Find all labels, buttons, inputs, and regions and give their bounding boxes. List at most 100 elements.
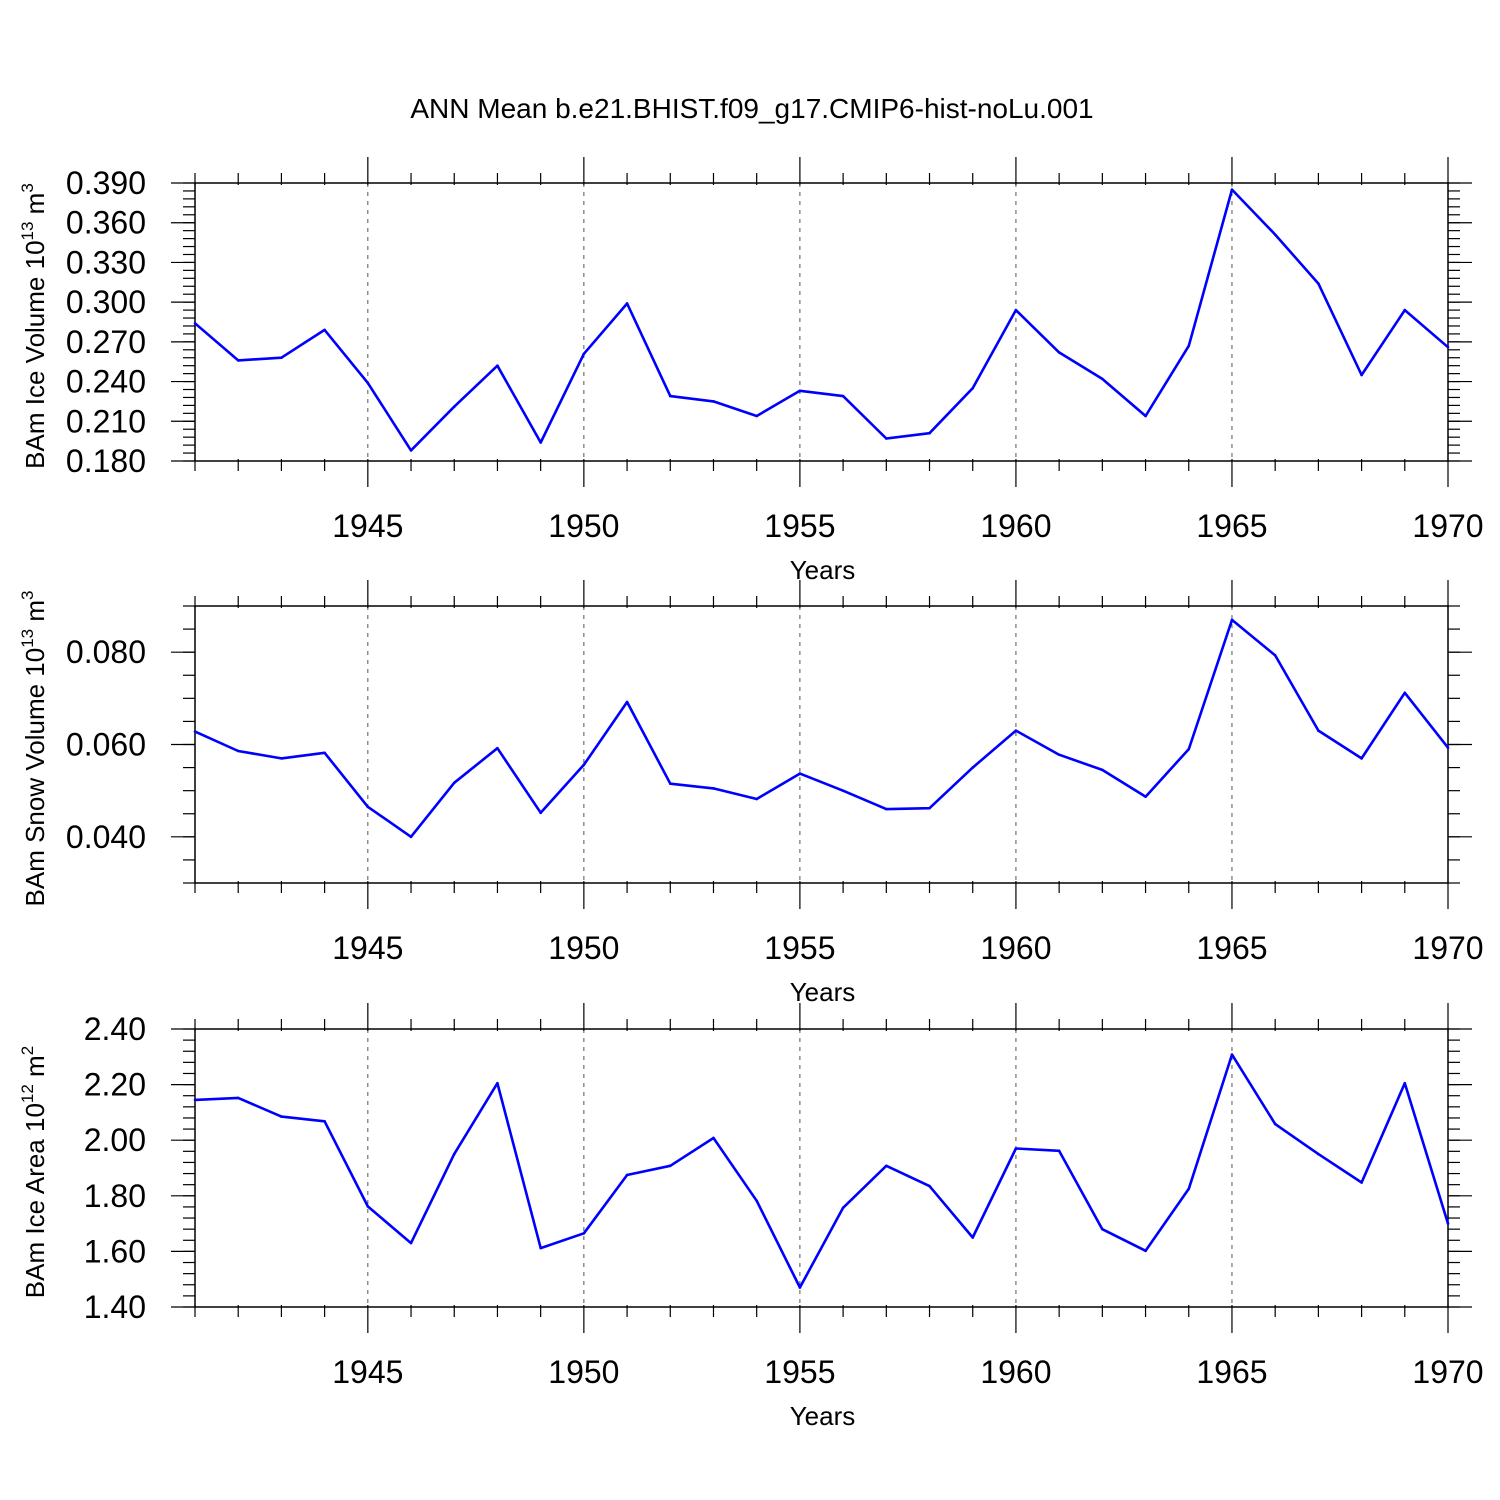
x-tick-label: 1945: [332, 930, 403, 966]
y-axis-title: BAm Snow Volume 1013 m3: [18, 591, 50, 907]
data-point-1945: [366, 381, 370, 385]
data-point-1950: [582, 352, 586, 356]
data-point-1970: [1446, 345, 1450, 349]
data-point-1943: [280, 757, 283, 760]
figure-title: ANN Mean b.e21.BHIST.f09_g17.CMIP6-hist-…: [410, 93, 1093, 124]
x-tick-label: 1960: [980, 930, 1051, 966]
data-point-1964: [1187, 747, 1191, 751]
data-point-1962: [1101, 1227, 1104, 1231]
data-point-1946: [409, 835, 413, 839]
x-tick-label: 1960: [980, 1354, 1051, 1390]
data-point-1942: [236, 1096, 240, 1100]
x-tick-label: 1970: [1412, 508, 1483, 544]
data-point-1954: [755, 1199, 758, 1203]
x-tick-label: 1945: [332, 508, 403, 544]
y-tick-label: 1.60: [84, 1233, 146, 1269]
y-tick-label: 0.180: [66, 443, 146, 479]
data-point-1955: [798, 389, 802, 393]
data-point-1945: [366, 1205, 370, 1208]
x-tick-label: 1950: [548, 508, 619, 544]
x-tick-label: 1955: [764, 508, 835, 544]
data-point-1970: [1446, 1222, 1450, 1225]
data-point-1960: [1014, 308, 1018, 312]
y-tick-label: 0.330: [66, 244, 146, 280]
x-tick-label: 1965: [1196, 1354, 1267, 1390]
data-point-1969: [1403, 1081, 1407, 1085]
data-point-1952: [668, 394, 672, 398]
data-point-1963: [1144, 1249, 1147, 1253]
data-point-1965: [1230, 1053, 1234, 1056]
data-point-1955: [798, 1286, 802, 1289]
x-tick-label: 1955: [764, 930, 835, 966]
y-tick-label: 0.270: [66, 324, 146, 360]
x-tick-label: 1945: [332, 1354, 403, 1390]
data-point-1947: [452, 405, 456, 409]
data-point-1944: [323, 1119, 326, 1123]
x-tick-label: 1955: [764, 1354, 835, 1390]
data-point-1967: [1317, 282, 1320, 285]
data-point-1966: [1273, 1122, 1277, 1126]
panel-3: 1.40 1.60 1.80 2.00 2.20 2.40 1945 1950 1955 1960…: [18, 1003, 1484, 1431]
data-point-1950: [582, 763, 586, 767]
data-point-1954: [755, 797, 758, 801]
x-tick-label: 1965: [1196, 930, 1267, 966]
data-point-1956: [841, 789, 845, 792]
data-point-1957: [885, 437, 888, 440]
data-point-1950: [582, 1232, 586, 1235]
data-point-1953: [712, 400, 715, 403]
data-point-1956: [841, 1206, 845, 1210]
data-point-1970: [1446, 746, 1450, 750]
data-point-1942: [236, 359, 240, 362]
data-point-1947: [452, 1152, 456, 1156]
data-point-1946: [409, 1241, 413, 1245]
data-point-1965: [1230, 618, 1234, 622]
data-point-1962: [1101, 768, 1104, 772]
data-point-1967: [1317, 1152, 1320, 1156]
y-tick-label: 1.80: [84, 1178, 146, 1214]
data-point-1949: [539, 1246, 542, 1250]
y-tick-label: 0.390: [66, 165, 146, 201]
data-point-1953: [712, 1136, 715, 1140]
data-point-1954: [755, 414, 758, 418]
y-tick-label: 0.080: [66, 634, 146, 670]
data-point-1957: [885, 1164, 888, 1168]
data-point-1943: [280, 1115, 283, 1118]
data-point-1952: [668, 1164, 672, 1168]
data-point-1968: [1360, 1181, 1363, 1184]
x-tick-label: 1950: [548, 930, 619, 966]
y-tick-label: 0.210: [66, 403, 146, 439]
y-tick-label: 2.00: [84, 1122, 146, 1158]
y-tick-label: 0.300: [66, 284, 146, 320]
data-point-1959: [971, 766, 975, 769]
data-point-1963: [1144, 414, 1147, 418]
data-point-1949: [539, 811, 542, 815]
y-axis-title: BAm Ice Volume 1013 m3: [18, 183, 50, 469]
data-point-1960: [1014, 1147, 1018, 1150]
data-point-1941: [193, 730, 197, 733]
data-series-line: [194, 1053, 1450, 1289]
data-point-1948: [496, 1081, 499, 1085]
data-point-1951: [625, 700, 629, 704]
panel-2: 0.040 0.060 0.080 1945 1950 1955 1960 1965 1970 Y…: [18, 580, 1484, 1007]
x-tick-label: 1970: [1412, 1354, 1483, 1390]
data-point-1948: [496, 746, 499, 750]
plot-frame: [194, 1028, 1449, 1308]
data-point-1964: [1187, 344, 1191, 348]
x-tick-label: 1960: [980, 508, 1051, 544]
data-point-1969: [1403, 691, 1407, 695]
data-point-1961: [1057, 351, 1061, 354]
y-tick-label: 0.040: [66, 819, 146, 855]
plot-frame: [194, 182, 1449, 462]
data-point-1956: [841, 394, 845, 398]
data-point-1948: [496, 364, 499, 367]
data-point-1959: [971, 1236, 975, 1239]
data-point-1966: [1273, 233, 1277, 236]
data-point-1949: [539, 441, 542, 444]
data-point-1951: [625, 302, 629, 305]
x-tick-label: 1970: [1412, 930, 1483, 966]
data-point-1944: [323, 328, 326, 332]
data-point-1961: [1057, 1149, 1061, 1153]
